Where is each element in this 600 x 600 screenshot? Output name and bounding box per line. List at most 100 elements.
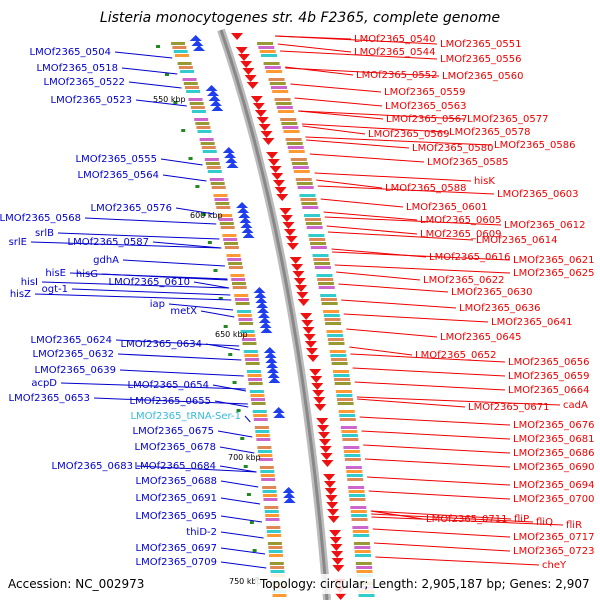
- gene-label[interactable]: LMOf2365_0653: [9, 393, 91, 404]
- gene-label[interactable]: LMOf2365_0522: [44, 77, 126, 88]
- gene-label[interactable]: thiD-2: [186, 527, 217, 538]
- gene-label[interactable]: hisE: [45, 268, 66, 279]
- gene-label[interactable]: LMOf2365_0569: [368, 129, 450, 140]
- gene-label[interactable]: LMOf2365_0614: [476, 235, 558, 246]
- gene-label[interactable]: fliP: [514, 514, 529, 525]
- gene-label[interactable]: LMOf2365_0603: [497, 189, 579, 200]
- gene-label[interactable]: LMOf2365_0723: [513, 546, 595, 557]
- gene-label[interactable]: LMOf2365_0523: [51, 95, 133, 106]
- gene-label-trna[interactable]: LMOf2365_tRNA-Ser-1: [130, 411, 241, 422]
- gene-label[interactable]: LMOf2365_0622: [423, 275, 505, 286]
- gene-label[interactable]: LMOf2365_0641: [491, 317, 573, 328]
- gene-label[interactable]: metX: [170, 306, 197, 317]
- right-leader-line: [294, 97, 383, 107]
- reverse-strand-track: [231, 33, 347, 600]
- gene-label[interactable]: LMOf2365_0632: [33, 349, 115, 360]
- gene-label[interactable]: fliR: [566, 520, 582, 531]
- gene-label[interactable]: LMOf2365_0555: [76, 154, 158, 165]
- gene-label[interactable]: LMOf2365_0563: [385, 101, 467, 112]
- gene-label[interactable]: LMOf2365_0518: [37, 63, 119, 74]
- gene-label[interactable]: LMOf2365_0688: [136, 476, 218, 487]
- gene-label[interactable]: cadA: [563, 400, 588, 411]
- gene-label[interactable]: LMOf2365_0616: [429, 252, 511, 263]
- gene-label[interactable]: LMOf2365_0624: [31, 335, 113, 346]
- gene-label[interactable]: LMOf2365_0654: [128, 380, 210, 391]
- gene-label[interactable]: LMOf2365_0659: [508, 371, 590, 382]
- feature-band-right: [355, 562, 372, 565]
- left-leader-line: [200, 310, 235, 318]
- gene-label[interactable]: LMOf2365_0681: [513, 434, 595, 445]
- gene-label[interactable]: LMOf2365_0610: [109, 277, 191, 288]
- gene-label[interactable]: hisK: [474, 176, 495, 187]
- tick-labels: 550 kbp 600 kbp 650 kbp 700 kbp 750 kbp: [153, 95, 262, 586]
- feature-band-left: [228, 266, 243, 269]
- gene-label[interactable]: LMOf2365_0588: [385, 183, 467, 194]
- gene-label[interactable]: LMOf2365_0576: [91, 203, 173, 214]
- gene-label[interactable]: LMOf2365_0694: [513, 480, 595, 491]
- gene-label[interactable]: LMOf2365_0676: [513, 420, 595, 431]
- gene-label[interactable]: cheY: [542, 560, 567, 571]
- gene-label[interactable]: LMOf2365_0605: [420, 215, 502, 226]
- gene-label[interactable]: LMOf2365_0684: [135, 461, 217, 472]
- gene-label[interactable]: LMOf2365_0630: [451, 287, 533, 298]
- gene-label[interactable]: hisZ: [10, 289, 31, 300]
- gene-label[interactable]: LMOf2365_0636: [459, 303, 541, 314]
- feature-band-right: [293, 170, 310, 173]
- gene-label[interactable]: LMOf2365_0564: [78, 170, 160, 181]
- gene-label[interactable]: srlB: [35, 228, 54, 239]
- gene-label[interactable]: LMOf2365_0621: [513, 255, 595, 266]
- gene-label[interactable]: LMOf2365_0577: [467, 114, 549, 125]
- gene-label[interactable]: LMOf2365_0585: [427, 157, 509, 168]
- gene-label[interactable]: LMOf2365_0559: [384, 87, 466, 98]
- gene-label[interactable]: LMOf2365_0551: [440, 39, 522, 50]
- gene-label[interactable]: LMOf2365_0586: [494, 140, 576, 151]
- feature-band-left: [211, 186, 226, 189]
- gene-label[interactable]: gdhA: [93, 255, 119, 266]
- gene-label[interactable]: LMOf2365_0634: [121, 339, 203, 350]
- gene-label[interactable]: LMOf2365_0664: [508, 385, 590, 396]
- gene-label[interactable]: LMOf2365_0709: [136, 557, 218, 568]
- gene-label[interactable]: acpD: [31, 378, 57, 389]
- gene-label[interactable]: LMOf2365_0625: [513, 268, 595, 279]
- gene-label[interactable]: LMOf2365_0556: [440, 54, 522, 65]
- gene-label[interactable]: LMOf2365_0695: [136, 511, 218, 522]
- gene-label[interactable]: LMOf2365_0671: [468, 402, 550, 413]
- gene-label[interactable]: hisI: [21, 277, 38, 288]
- gene-label[interactable]: LMOf2365_0580: [412, 143, 494, 154]
- gene-label[interactable]: LMOf2365_0560: [442, 71, 524, 82]
- gene-label[interactable]: LMOf2365_0697: [136, 543, 218, 554]
- gene-label[interactable]: LMOf2365_0691: [136, 493, 218, 504]
- gene-label[interactable]: LMOf2365_0587: [68, 237, 150, 248]
- gene-label[interactable]: LMOf2365_0540: [354, 34, 436, 45]
- gene-label[interactable]: LMOf2365_0645: [440, 332, 522, 343]
- gene-label[interactable]: LMOf2365_0612: [504, 220, 586, 231]
- gene-label[interactable]: LMOf2365_0568: [0, 213, 81, 224]
- gene-label[interactable]: LMOf2365_0675: [133, 426, 215, 437]
- gene-label[interactable]: LMOf2365_0504: [30, 47, 112, 58]
- gene-label[interactable]: LMOf2365_0578: [449, 127, 531, 138]
- gene-label[interactable]: LMOf2365_0690: [513, 462, 595, 473]
- gene-label[interactable]: LMOf2365_0652: [415, 350, 497, 361]
- right-leader-line: [290, 83, 382, 93]
- gene-label[interactable]: LMOf2365_0656: [508, 357, 590, 368]
- gene-label[interactable]: fliQ: [536, 517, 553, 528]
- gene-label[interactable]: LMOf2365_0544: [354, 47, 436, 58]
- gene-label[interactable]: LMOf2365_0609: [420, 229, 502, 240]
- gene-label[interactable]: LMOf2365_0717: [513, 532, 595, 543]
- gene-label[interactable]: iap: [150, 299, 165, 310]
- gene-label[interactable]: ogt-1: [42, 284, 68, 295]
- gene-label[interactable]: LMOf2365_0711: [426, 514, 508, 525]
- gene-label[interactable]: LMOf2365_0686: [513, 448, 595, 459]
- gene-label[interactable]: srlE: [9, 237, 27, 248]
- gene-label[interactable]: LMOf2365_0700: [513, 494, 595, 505]
- gene-label[interactable]: LMOf2365_0678: [135, 442, 217, 453]
- gene-label[interactable]: LMOf2365_0601: [406, 202, 488, 213]
- gene-label[interactable]: LMOf2365_0683: [52, 461, 134, 472]
- gene-label[interactable]: LMOf2365_0552: [356, 70, 438, 81]
- reverse-cds-arrow: [307, 355, 320, 362]
- gene-label[interactable]: hisG: [76, 269, 98, 280]
- gene-label[interactable]: LMOf2365_0567: [386, 114, 468, 125]
- feature-band-left: [222, 234, 237, 237]
- gene-label[interactable]: LMOf2365_0655: [130, 396, 212, 407]
- gene-label[interactable]: LMOf2365_0639: [35, 365, 117, 376]
